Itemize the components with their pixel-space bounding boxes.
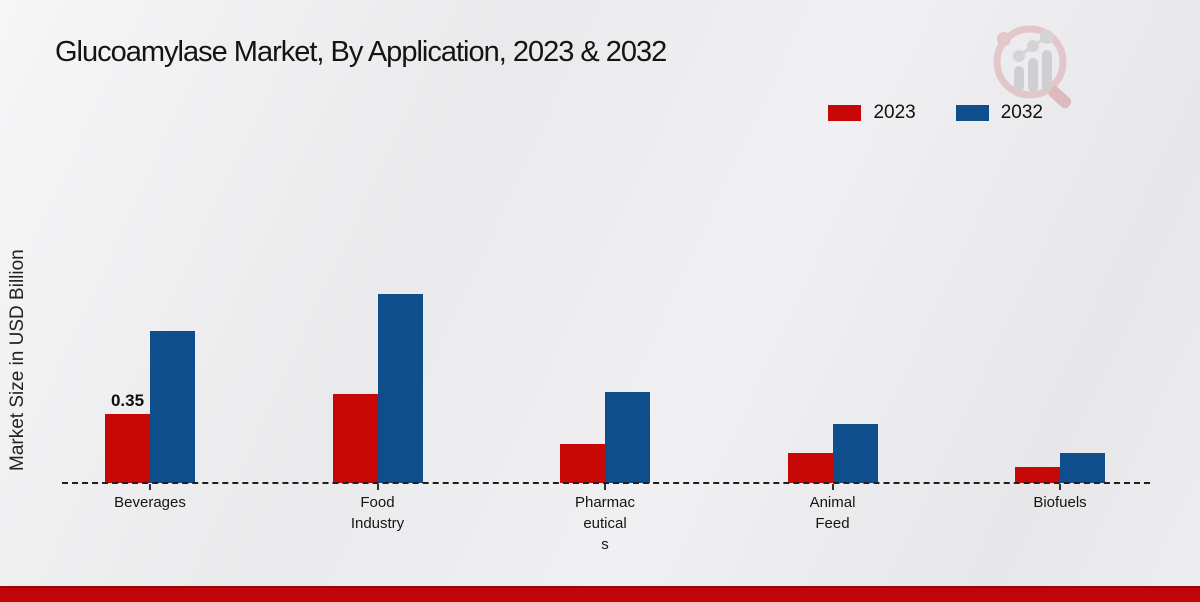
x-axis-baseline — [62, 482, 1150, 484]
bar-2023-cat4 — [1015, 467, 1060, 483]
legend: 2023 2032 — [828, 102, 1043, 124]
bar-2032-cat1 — [377, 294, 423, 483]
bar-2032-cat3 — [832, 424, 878, 483]
legend-swatch-2032-icon — [955, 105, 989, 121]
category-label: Biofuels — [1033, 494, 1087, 511]
magnifier-bar-chart-logo-icon — [993, 25, 1072, 109]
x-axis-tick — [376, 484, 379, 490]
legend-label-2023: 2023 — [873, 102, 916, 123]
bar-2023-cat1 — [332, 394, 378, 483]
chart-title: Glucoamylase Market, By Application, 202… — [55, 36, 667, 68]
category-label: Animal Feed — [809, 494, 856, 532]
bar-2023-cat2 — [560, 444, 605, 483]
legend-swatch-2023-icon — [828, 105, 862, 121]
legend-item-2023: 2023 — [828, 102, 916, 124]
legend-item-2032: 2032 — [955, 102, 1043, 124]
footer-accent-band — [0, 586, 1200, 602]
bar-2032-cat4 — [1060, 453, 1105, 483]
bar-2023-cat0 — [105, 414, 150, 483]
bar-2023-cat3 — [787, 453, 833, 483]
x-axis-tick — [604, 484, 606, 490]
legend-label-2032: 2032 — [1000, 102, 1043, 123]
x-axis-tick — [149, 484, 151, 490]
x-axis-tick — [831, 484, 834, 490]
bar-value-label: 0.35 — [110, 391, 145, 410]
bar-2032-cat2 — [605, 392, 650, 483]
category-label: Beverages — [114, 494, 186, 511]
category-label: Food Industry — [350, 494, 405, 532]
bar-2032-cat0 — [150, 331, 195, 483]
x-axis-tick — [1059, 484, 1061, 490]
category-label: Pharmac eutical s — [574, 494, 636, 553]
